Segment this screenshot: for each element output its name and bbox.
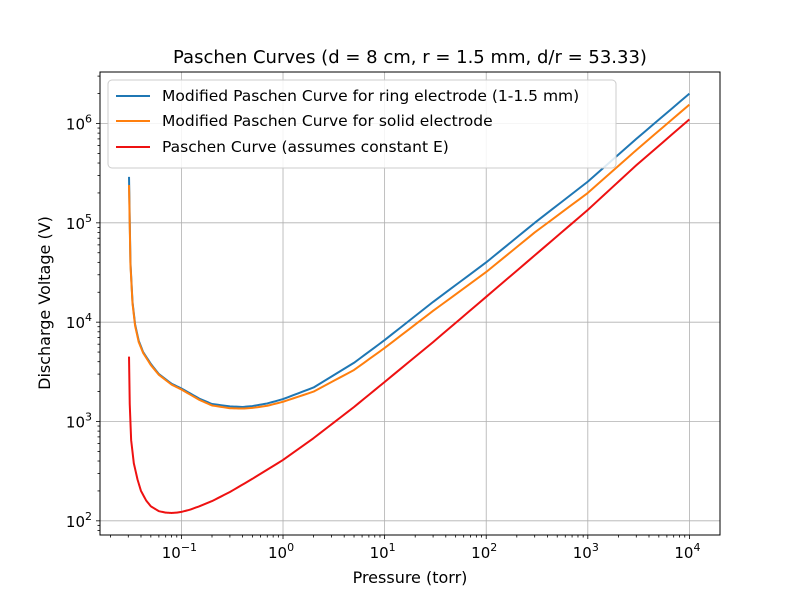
x-tick-exponent: −1 (181, 541, 197, 554)
x-tick-base: 10 (471, 544, 490, 562)
x-tick-label: 100 (268, 541, 294, 562)
y-tick-exponent: 3 (85, 410, 92, 423)
plot-frame (99, 71, 721, 536)
y-tick-label: 104 (66, 311, 92, 332)
y-tick-exponent: 5 (85, 212, 92, 225)
x-tick-label: 101 (370, 541, 396, 562)
y-tick-base: 10 (66, 116, 85, 134)
x-tick-exponent: 3 (592, 541, 599, 554)
x-tick-base: 10 (674, 544, 693, 562)
y-tick-exponent: 2 (85, 510, 92, 523)
y-tick-label: 106 (66, 113, 92, 134)
x-tick-base: 10 (573, 544, 592, 562)
legend: Modified Paschen Curve for ring electrod… (107, 79, 617, 169)
y-tick-label: 102 (66, 510, 92, 531)
x-tick-label: 10−1 (162, 541, 197, 562)
y-axis-label: Discharge Voltage (V) (35, 216, 54, 390)
legend-label-ring: Modified Paschen Curve for ring electrod… (162, 87, 579, 105)
x-tick-label: 102 (471, 541, 497, 562)
series-lines (128, 92, 691, 514)
y-tick-label: 103 (66, 410, 92, 431)
legend-label-solid: Modified Paschen Curve for solid electro… (162, 112, 493, 130)
y-tick-exponent: 6 (85, 113, 92, 126)
legend-label-paschen: Paschen Curve (assumes constant E) (162, 138, 449, 156)
x-tick-base: 10 (370, 544, 389, 562)
x-tick-exponent: 0 (287, 541, 294, 554)
chart-title: Paschen Curves (d = 8 cm, r = 1.5 mm, d/… (173, 47, 647, 68)
y-tick-base: 10 (66, 413, 85, 431)
y-tick-base: 10 (66, 314, 85, 332)
legend-box (107, 79, 617, 169)
y-tick-base: 10 (66, 215, 85, 233)
x-tick-label: 103 (573, 541, 599, 562)
x-tick-base: 10 (268, 544, 287, 562)
x-tick-exponent: 4 (693, 541, 700, 554)
x-axis-ticks: 10−1 100 101 102 103 104 (110, 535, 700, 562)
paschen-curve (128, 118, 691, 514)
x-tick-base: 10 (162, 544, 181, 562)
solid-electrode-curve (128, 103, 691, 410)
y-tick-label: 105 (66, 212, 92, 233)
y-tick-exponent: 4 (85, 311, 92, 324)
x-tick-label: 104 (674, 541, 700, 562)
x-axis-label: Pressure (torr) (353, 568, 468, 587)
x-tick-exponent: 1 (389, 541, 396, 554)
y-tick-base: 10 (66, 513, 85, 531)
x-tick-exponent: 2 (490, 541, 497, 554)
